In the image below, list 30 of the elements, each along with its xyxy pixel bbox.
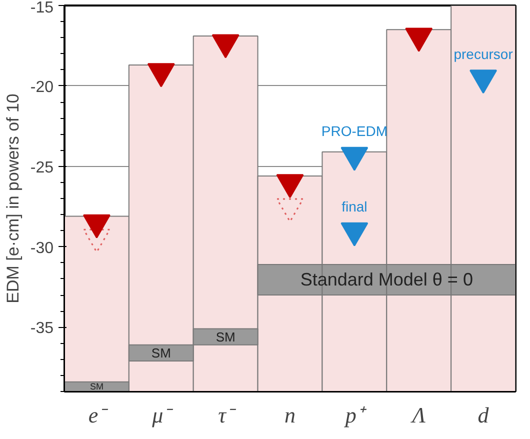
y-tick-label: -35 — [30, 320, 54, 338]
x-tick-label: τ⁻ — [218, 402, 238, 428]
series-label: precursor — [454, 46, 514, 62]
y-tick-label: -15 — [30, 0, 54, 16]
point — [276, 174, 304, 198]
y-tick-label: -20 — [30, 78, 54, 96]
y-axis-title: EDM [e·cm] in powers of 10 — [3, 94, 22, 304]
x-tick-label: e⁻ — [88, 402, 110, 428]
series-label: SM — [216, 329, 236, 344]
point — [276, 198, 304, 222]
x-tick-label: Λ — [410, 402, 426, 428]
point — [405, 28, 433, 52]
point — [340, 146, 368, 171]
point — [340, 222, 368, 246]
x-tick-label: p⁺ — [343, 402, 368, 428]
x-tick-label: μ⁻ — [151, 402, 174, 428]
point — [470, 70, 498, 94]
x-tick-label: d — [478, 402, 490, 428]
point — [212, 34, 240, 58]
series-label: SM — [90, 382, 104, 392]
y-tick-label: -25 — [30, 159, 54, 176]
series-label: PRO-EDM — [321, 123, 388, 140]
series-label: final — [342, 198, 368, 215]
point — [82, 214, 110, 238]
point — [82, 228, 110, 253]
y-tick-label: -30 — [30, 240, 54, 257]
series-label: SM — [151, 345, 171, 360]
series-label: Standard Model θ = 0 — [300, 270, 473, 290]
point — [147, 63, 175, 88]
x-tick-label: n — [284, 402, 296, 428]
